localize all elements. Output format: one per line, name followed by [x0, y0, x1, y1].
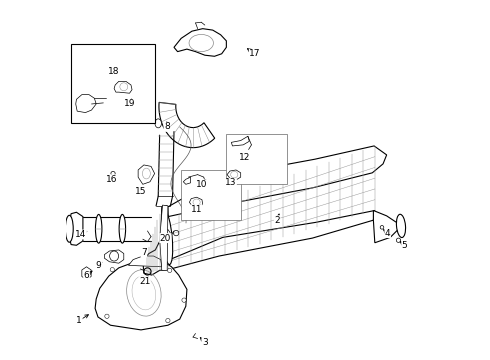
Text: 20: 20: [160, 234, 171, 243]
Polygon shape: [190, 197, 203, 207]
Polygon shape: [160, 205, 168, 270]
Text: 4: 4: [385, 229, 391, 238]
Ellipse shape: [105, 314, 109, 319]
Text: 21: 21: [139, 276, 150, 285]
Polygon shape: [183, 177, 191, 184]
Ellipse shape: [155, 119, 161, 128]
Polygon shape: [69, 212, 83, 245]
Text: 12: 12: [239, 153, 250, 162]
Ellipse shape: [182, 298, 186, 302]
Ellipse shape: [396, 214, 406, 238]
Polygon shape: [373, 211, 399, 243]
Polygon shape: [163, 146, 387, 270]
Polygon shape: [114, 81, 132, 93]
Polygon shape: [174, 29, 226, 56]
Text: 16: 16: [106, 175, 117, 184]
Polygon shape: [128, 256, 162, 267]
Bar: [226, 134, 287, 184]
Text: 18: 18: [108, 67, 120, 76]
Text: 11: 11: [191, 205, 202, 214]
Ellipse shape: [96, 215, 102, 243]
Text: 14: 14: [75, 230, 86, 239]
Bar: [71, 44, 155, 123]
Text: 10: 10: [196, 180, 207, 189]
Ellipse shape: [110, 267, 115, 272]
Ellipse shape: [168, 268, 172, 273]
Ellipse shape: [162, 212, 172, 265]
Text: 6: 6: [84, 270, 89, 279]
Text: 9: 9: [96, 261, 101, 270]
Polygon shape: [104, 250, 124, 263]
Ellipse shape: [166, 319, 170, 323]
Text: 15: 15: [135, 187, 146, 196]
Ellipse shape: [119, 215, 125, 243]
Bar: [181, 170, 241, 220]
Text: 2: 2: [274, 216, 280, 225]
Text: 19: 19: [124, 99, 135, 108]
Text: 8: 8: [164, 122, 170, 131]
Polygon shape: [95, 257, 187, 330]
Ellipse shape: [65, 215, 73, 242]
Ellipse shape: [110, 251, 119, 261]
Polygon shape: [227, 170, 241, 179]
Polygon shape: [231, 136, 249, 146]
Polygon shape: [143, 206, 167, 275]
Polygon shape: [138, 165, 155, 184]
Text: 5: 5: [402, 241, 408, 250]
Polygon shape: [82, 267, 91, 280]
Polygon shape: [159, 102, 215, 148]
Text: 3: 3: [202, 338, 208, 347]
Text: 1: 1: [76, 316, 82, 325]
Text: 13: 13: [225, 178, 236, 187]
Text: 7: 7: [141, 248, 147, 257]
Polygon shape: [76, 95, 96, 113]
Text: 17: 17: [249, 49, 261, 58]
